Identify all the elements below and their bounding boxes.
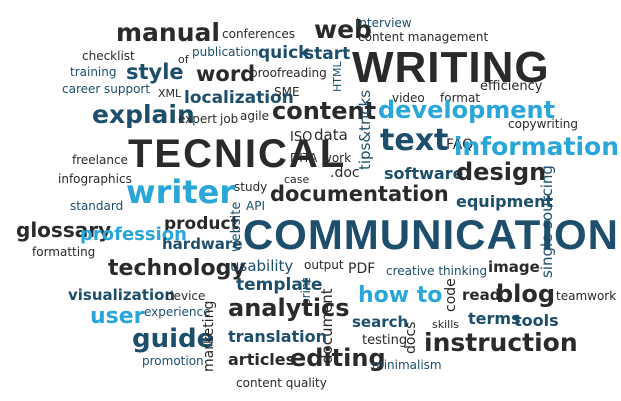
word-xml: XML [158,87,182,100]
word-experience: experience [144,305,211,319]
word-usability: usability [230,257,294,275]
word-text: text [380,123,449,158]
word-video: video [392,91,425,105]
word-profession: profession [80,224,187,245]
word-design: design [456,158,547,186]
word-publication: publication [192,45,259,59]
word-sme: SME [274,85,300,99]
word-pdf: PDF [348,261,376,277]
word-hardware: hardware [162,235,243,253]
word-minimalism: minimalism [372,358,442,372]
word-agile: agile [240,109,270,123]
word-doc: .doc [330,165,360,181]
word-study: study [234,180,268,194]
word-conferences: conferences [222,27,296,41]
word-read: read [462,286,501,304]
word-dita: DITA [290,151,318,165]
word-start: start [304,44,351,64]
word-creative-thinking: creative thinking [386,264,488,278]
word-tips-tricks: tips&tricks [356,89,374,170]
word-writing: WRITING [352,43,550,92]
word-job: job [220,112,239,126]
word-web: web [314,15,372,44]
word-visualization: visualization [68,286,176,304]
word-content-management: content management [358,30,489,44]
word-instruction: instruction [424,328,578,357]
word-technology: technology [108,256,246,281]
word-development: development [378,96,556,124]
word-template: template [236,275,323,295]
word-localization: localization [184,88,294,108]
word-efficiency: efficiency [480,79,543,94]
word-communication: COMMUNICATION [242,211,619,258]
word-work: work [322,151,352,165]
word-equipment: equipment [456,192,554,211]
word-user: user [90,304,145,329]
word-iso: ISO [290,130,313,145]
word-output: output [304,258,344,272]
word-terms: terms [468,309,521,328]
word-case: case [284,173,310,186]
word-blog: blog [496,280,556,308]
word-analytics: analytics [228,294,350,322]
word-data: data [314,126,348,144]
word-checklist: checklist [82,49,135,63]
word-faq: FAQ [446,137,474,153]
word-marketing: marketing [201,300,217,372]
word-training: training [70,65,117,79]
word-single-sourcing: single sourcing [538,165,556,278]
word-teamwork: teamwork [556,289,617,303]
word-documentation: documentation [270,182,449,206]
word-copywriting: copywriting [508,117,579,131]
word-support: support [104,82,151,96]
word-explain: explain [92,100,195,129]
word-software: software [384,164,464,183]
word-word: word [196,62,256,86]
word-standard: standard [70,199,124,213]
word-promotion: promotion [142,354,204,368]
word-expert: expert [178,112,217,126]
word-device: device [166,289,206,303]
word-product: product [164,214,239,234]
word-quick: quick [258,43,310,63]
word-content: content [272,97,377,125]
word-career: career [62,82,101,96]
word-code: code [443,278,459,312]
word-glossary: glossary [16,218,112,242]
word-formatting: formatting [32,245,96,259]
word-style: style [126,60,184,84]
word-manual: manual [116,18,220,47]
word-search: search [352,313,409,331]
word-how-to: how to [358,283,443,308]
word-testing: testing [362,333,408,348]
word-writer: writer [126,173,236,211]
word-translation: translation [228,327,328,346]
word-information: information [453,132,619,161]
word-image: image [488,258,540,276]
word-freelance: freelance [72,153,128,167]
word-articles: articles [228,350,296,369]
word-tecnical: TECNICAL [128,132,347,176]
word-guide: guide [132,324,215,354]
word-api: API [246,199,265,213]
word-proofreading: proofreading [250,66,327,80]
word-tools: tools [514,311,559,330]
word-infographics: infographics [58,172,132,186]
word-format: format [440,91,481,105]
word-html: HTML [331,61,344,92]
word-skills: skills [432,318,460,331]
word-interview: interview [356,16,412,30]
word-of: of [178,53,189,66]
word-editing: editing [290,344,386,372]
word-content-quality: content quality [236,376,327,390]
